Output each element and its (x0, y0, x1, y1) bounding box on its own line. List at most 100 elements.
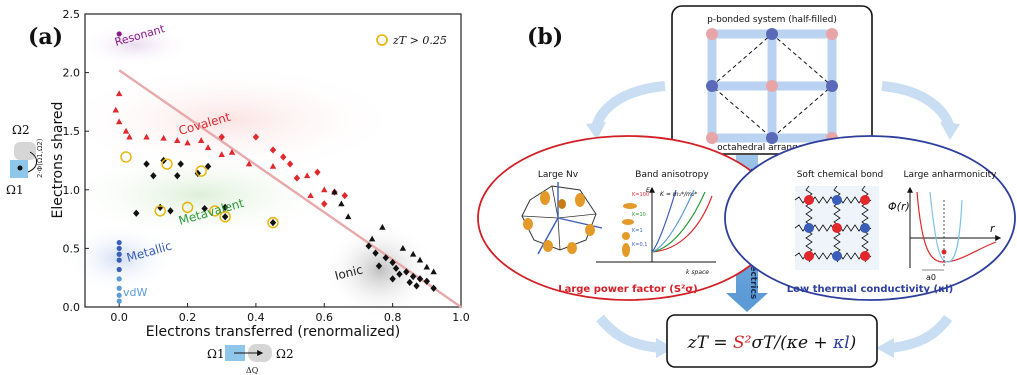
trend-line-segment (118, 69, 462, 308)
panel-b-label: (b) (527, 24, 563, 50)
legend-ring (376, 34, 388, 46)
covalent-point (115, 90, 123, 97)
y-tick-label: 1.5 (63, 125, 81, 138)
covalent-point (269, 162, 277, 169)
side-formula: 2·Φ(Ω1,Ω2) (36, 138, 44, 178)
metavalent-point (269, 219, 277, 227)
omega-right: Ω2 (276, 347, 294, 361)
zt-highlight-ring (219, 211, 231, 223)
a0-label: a0 (926, 273, 936, 282)
delta-q: ΔQ (246, 366, 259, 375)
zt-highlight-ring (267, 216, 279, 229)
covalent-point (286, 160, 294, 168)
panel-b: (b) p-bonded system (half-filled) octahe… (477, 5, 1016, 368)
legend-text: zT > 0.25 (392, 34, 447, 47)
panel-a: (a) 0.0 0.2 0.4 0.6 0.8 1.0 0.0 0.5 1.0 1.5 2.0 2.5… (6, 8, 470, 375)
resonant-glow (80, 23, 190, 67)
vdw-label: vdW (123, 286, 147, 299)
power-factor-caption: Large power factor (S²σ) (558, 284, 698, 295)
zt-end: ) (849, 333, 857, 353)
ionic-point (372, 249, 379, 257)
metallic-point (116, 245, 122, 251)
metallic-point (116, 251, 122, 257)
covalent-point (280, 153, 287, 161)
metavalent-point (221, 213, 229, 221)
covalent-point (204, 144, 212, 151)
covalent-point (228, 148, 236, 155)
x-axis-title: Electrons transferred (renormalized) (146, 324, 400, 340)
x-tick-label: 1.0 (452, 311, 470, 324)
covalent-point (143, 133, 150, 140)
zt-equation: zT = S²σT/(κe + κl) (687, 333, 857, 353)
zt-highlight-ring (161, 158, 173, 170)
curve-arrow-bottom-left (596, 314, 661, 353)
zt-highlight-ring (195, 165, 207, 177)
curve-arrow-top-left (591, 81, 666, 130)
covalent-point (112, 106, 119, 113)
curve-arrow-top-right (881, 81, 955, 130)
curve-arrow-bottom-right (889, 314, 953, 353)
ionic-point (365, 242, 372, 250)
ionic-point (423, 277, 431, 285)
covalent-point (252, 133, 260, 141)
x-tick-label: 0.2 (179, 311, 197, 324)
ionic-glow (325, 222, 435, 318)
phi-label: Φ(r) (888, 200, 910, 213)
orbital-dot (17, 165, 23, 171)
vdw-point (116, 276, 122, 282)
ionic-point (382, 254, 389, 262)
vdw-point (116, 285, 122, 291)
covalent-point (198, 137, 205, 143)
ionic-point (399, 245, 407, 251)
band-plot (596, 186, 716, 263)
covalent-point (307, 192, 314, 199)
covalent-point (115, 118, 123, 125)
covalent-point (218, 133, 225, 141)
metallic-point (116, 257, 122, 263)
anharmonicity-title: Large anharmonicity (904, 170, 998, 180)
zt-equation-box (666, 314, 878, 368)
x-tick-label: 0.6 (316, 311, 334, 324)
resonant-point (116, 31, 122, 37)
ionic-point (416, 275, 424, 283)
k-label-1: K=1 (632, 228, 643, 234)
metavalent-glow (60, 150, 340, 240)
metavalent-point (204, 162, 212, 170)
covalent-point (160, 134, 167, 141)
ionic-point (375, 262, 383, 270)
metavalent-point (221, 203, 229, 211)
curve-arrow-top-left-head (586, 122, 606, 140)
metavalent-point (167, 207, 174, 215)
metavalent-point (143, 160, 150, 168)
ionic-point (403, 268, 410, 276)
ionic-point (409, 272, 417, 281)
k-label-10: K=10 (632, 212, 646, 218)
covalent-point (122, 127, 130, 134)
ionic-point (430, 284, 437, 292)
thermal-caption: Low thermal conductivity (κl) (787, 284, 953, 295)
y-tick-label: 0.5 (63, 242, 81, 255)
octahedral-caption: octahedral arrangement (717, 143, 827, 153)
covalent-point (314, 168, 321, 176)
k-label-01: K=0.1 (632, 242, 647, 248)
x-tick-label: 0.4 (247, 311, 265, 324)
ionic-point (392, 264, 400, 272)
soft-bond-title: Soft chemical bond (797, 170, 884, 180)
curve-arrow-bottom-right-head (876, 338, 894, 358)
highlight-rings (120, 151, 279, 229)
metavalent-point (150, 172, 157, 180)
zt-highlight-ring (154, 205, 166, 217)
zt-highlight-ring (209, 205, 221, 217)
covalent-point (321, 186, 328, 193)
omega-top: Ω2 (12, 123, 30, 137)
y-axis-title: Electrons shared (50, 102, 66, 219)
metallic-point (116, 266, 122, 273)
covalent-point (341, 192, 348, 200)
covalent-glow (60, 65, 400, 175)
ionic-point (338, 200, 345, 207)
ionic-point (406, 278, 413, 286)
ionic-point (413, 282, 420, 290)
ionic-point (430, 268, 437, 275)
large-nv-title: Large Nv (538, 170, 579, 180)
brillouin-zone (521, 182, 603, 255)
